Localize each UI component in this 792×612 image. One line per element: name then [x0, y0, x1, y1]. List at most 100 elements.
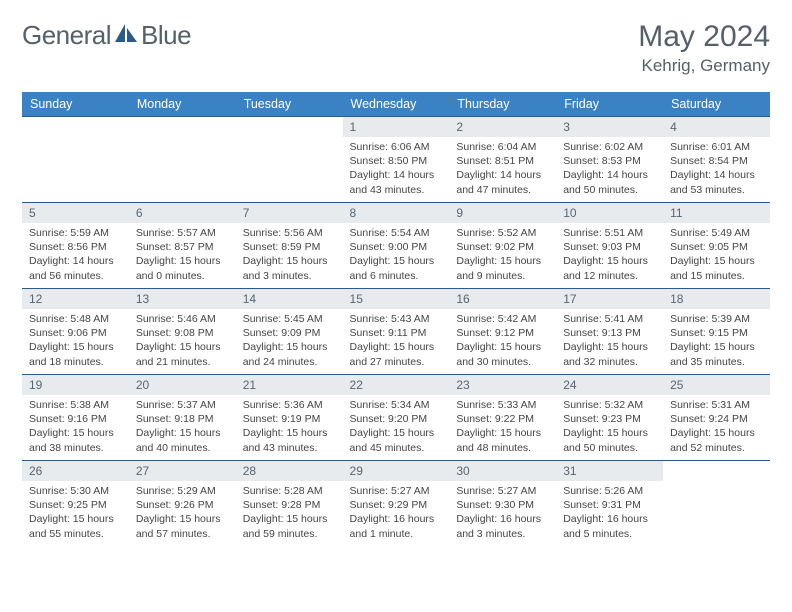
calendar-day: 22Sunrise: 5:34 AMSunset: 9:20 PMDayligh…	[343, 375, 450, 461]
sunset-text: Sunset: 9:08 PM	[136, 326, 229, 340]
day-content: Sunrise: 5:48 AMSunset: 9:06 PMDaylight:…	[22, 309, 129, 374]
calendar-day: 11Sunrise: 5:49 AMSunset: 9:05 PMDayligh…	[663, 203, 770, 289]
sunrise-text: Sunrise: 5:49 AM	[670, 226, 763, 240]
sunrise-text: Sunrise: 6:02 AM	[563, 140, 656, 154]
sunset-text: Sunset: 8:50 PM	[350, 154, 443, 168]
weekday-wednesday: Wednesday	[343, 92, 450, 117]
day-number: 4	[663, 117, 770, 137]
daylight-text: Daylight: 15 hours and 45 minutes.	[350, 426, 443, 454]
sunset-text: Sunset: 9:23 PM	[563, 412, 656, 426]
sunrise-text: Sunrise: 5:32 AM	[563, 398, 656, 412]
daylight-text: Daylight: 15 hours and 15 minutes.	[670, 254, 763, 282]
header: General Blue May 2024 Kehrig, Germany	[22, 20, 770, 76]
calendar-day	[663, 461, 770, 547]
sunset-text: Sunset: 9:28 PM	[243, 498, 336, 512]
day-number: 5	[22, 203, 129, 223]
calendar-day: 1Sunrise: 6:06 AMSunset: 8:50 PMDaylight…	[343, 117, 450, 203]
sunset-text: Sunset: 9:02 PM	[456, 240, 549, 254]
sunset-text: Sunset: 8:53 PM	[563, 154, 656, 168]
sunrise-text: Sunrise: 5:45 AM	[243, 312, 336, 326]
calendar-day: 7Sunrise: 5:56 AMSunset: 8:59 PMDaylight…	[236, 203, 343, 289]
logo-word2: Blue	[141, 20, 191, 51]
weekday-monday: Monday	[129, 92, 236, 117]
daylight-text: Daylight: 16 hours and 3 minutes.	[456, 512, 549, 540]
day-content: Sunrise: 6:01 AMSunset: 8:54 PMDaylight:…	[663, 137, 770, 202]
calendar-day: 10Sunrise: 5:51 AMSunset: 9:03 PMDayligh…	[556, 203, 663, 289]
day-content: Sunrise: 6:06 AMSunset: 8:50 PMDaylight:…	[343, 137, 450, 202]
weekday-tuesday: Tuesday	[236, 92, 343, 117]
sunrise-text: Sunrise: 5:33 AM	[456, 398, 549, 412]
sunset-text: Sunset: 9:06 PM	[29, 326, 122, 340]
calendar-day: 13Sunrise: 5:46 AMSunset: 9:08 PMDayligh…	[129, 289, 236, 375]
calendar-day: 30Sunrise: 5:27 AMSunset: 9:30 PMDayligh…	[449, 461, 556, 547]
calendar-day: 24Sunrise: 5:32 AMSunset: 9:23 PMDayligh…	[556, 375, 663, 461]
day-number: 9	[449, 203, 556, 223]
day-content: Sunrise: 5:29 AMSunset: 9:26 PMDaylight:…	[129, 481, 236, 546]
day-number: 3	[556, 117, 663, 137]
day-content: Sunrise: 5:33 AMSunset: 9:22 PMDaylight:…	[449, 395, 556, 460]
calendar-day: 14Sunrise: 5:45 AMSunset: 9:09 PMDayligh…	[236, 289, 343, 375]
day-number: 30	[449, 461, 556, 481]
calendar-page: General Blue May 2024 Kehrig, Germany Su…	[0, 0, 792, 567]
daylight-text: Daylight: 16 hours and 1 minute.	[350, 512, 443, 540]
day-number: 17	[556, 289, 663, 309]
day-number: 28	[236, 461, 343, 481]
calendar-day: 4Sunrise: 6:01 AMSunset: 8:54 PMDaylight…	[663, 117, 770, 203]
calendar-body: 1Sunrise: 6:06 AMSunset: 8:50 PMDaylight…	[22, 117, 770, 547]
daylight-text: Daylight: 15 hours and 57 minutes.	[136, 512, 229, 540]
sunrise-text: Sunrise: 5:43 AM	[350, 312, 443, 326]
day-number: 29	[343, 461, 450, 481]
sunrise-text: Sunrise: 5:59 AM	[29, 226, 122, 240]
day-number: 8	[343, 203, 450, 223]
logo-sail-icon	[113, 22, 139, 49]
sunrise-text: Sunrise: 5:37 AM	[136, 398, 229, 412]
daylight-text: Daylight: 15 hours and 30 minutes.	[456, 340, 549, 368]
day-content: Sunrise: 5:39 AMSunset: 9:15 PMDaylight:…	[663, 309, 770, 374]
sunset-text: Sunset: 8:51 PM	[456, 154, 549, 168]
day-number	[22, 117, 129, 123]
day-content: Sunrise: 5:54 AMSunset: 9:00 PMDaylight:…	[343, 223, 450, 288]
daylight-text: Daylight: 15 hours and 27 minutes.	[350, 340, 443, 368]
daylight-text: Daylight: 15 hours and 21 minutes.	[136, 340, 229, 368]
sunset-text: Sunset: 9:24 PM	[670, 412, 763, 426]
sunrise-text: Sunrise: 5:56 AM	[243, 226, 336, 240]
calendar-day: 28Sunrise: 5:28 AMSunset: 9:28 PMDayligh…	[236, 461, 343, 547]
sunrise-text: Sunrise: 5:34 AM	[350, 398, 443, 412]
sunset-text: Sunset: 8:57 PM	[136, 240, 229, 254]
day-number: 1	[343, 117, 450, 137]
day-content: Sunrise: 5:38 AMSunset: 9:16 PMDaylight:…	[22, 395, 129, 460]
day-number: 20	[129, 375, 236, 395]
calendar-day: 29Sunrise: 5:27 AMSunset: 9:29 PMDayligh…	[343, 461, 450, 547]
day-number: 27	[129, 461, 236, 481]
calendar-day: 12Sunrise: 5:48 AMSunset: 9:06 PMDayligh…	[22, 289, 129, 375]
sunrise-text: Sunrise: 6:06 AM	[350, 140, 443, 154]
calendar-day	[22, 117, 129, 203]
calendar-table: Sunday Monday Tuesday Wednesday Thursday…	[22, 92, 770, 547]
sunset-text: Sunset: 9:11 PM	[350, 326, 443, 340]
daylight-text: Daylight: 15 hours and 12 minutes.	[563, 254, 656, 282]
day-content: Sunrise: 5:45 AMSunset: 9:09 PMDaylight:…	[236, 309, 343, 374]
day-content: Sunrise: 5:41 AMSunset: 9:13 PMDaylight:…	[556, 309, 663, 374]
day-number: 25	[663, 375, 770, 395]
calendar-weekday-header: Sunday Monday Tuesday Wednesday Thursday…	[22, 92, 770, 117]
daylight-text: Daylight: 15 hours and 3 minutes.	[243, 254, 336, 282]
sunrise-text: Sunrise: 5:36 AM	[243, 398, 336, 412]
day-number: 12	[22, 289, 129, 309]
calendar-week: 12Sunrise: 5:48 AMSunset: 9:06 PMDayligh…	[22, 289, 770, 375]
weekday-thursday: Thursday	[449, 92, 556, 117]
calendar-day	[236, 117, 343, 203]
calendar-day: 6Sunrise: 5:57 AMSunset: 8:57 PMDaylight…	[129, 203, 236, 289]
calendar-day: 8Sunrise: 5:54 AMSunset: 9:00 PMDaylight…	[343, 203, 450, 289]
day-number: 2	[449, 117, 556, 137]
sunrise-text: Sunrise: 5:51 AM	[563, 226, 656, 240]
sunset-text: Sunset: 9:19 PM	[243, 412, 336, 426]
day-number: 15	[343, 289, 450, 309]
sunrise-text: Sunrise: 6:01 AM	[670, 140, 763, 154]
day-content: Sunrise: 5:26 AMSunset: 9:31 PMDaylight:…	[556, 481, 663, 546]
day-content: Sunrise: 5:32 AMSunset: 9:23 PMDaylight:…	[556, 395, 663, 460]
day-content: Sunrise: 5:56 AMSunset: 8:59 PMDaylight:…	[236, 223, 343, 288]
weekday-saturday: Saturday	[663, 92, 770, 117]
logo-word1: General	[22, 20, 111, 51]
daylight-text: Daylight: 15 hours and 18 minutes.	[29, 340, 122, 368]
sunset-text: Sunset: 8:59 PM	[243, 240, 336, 254]
